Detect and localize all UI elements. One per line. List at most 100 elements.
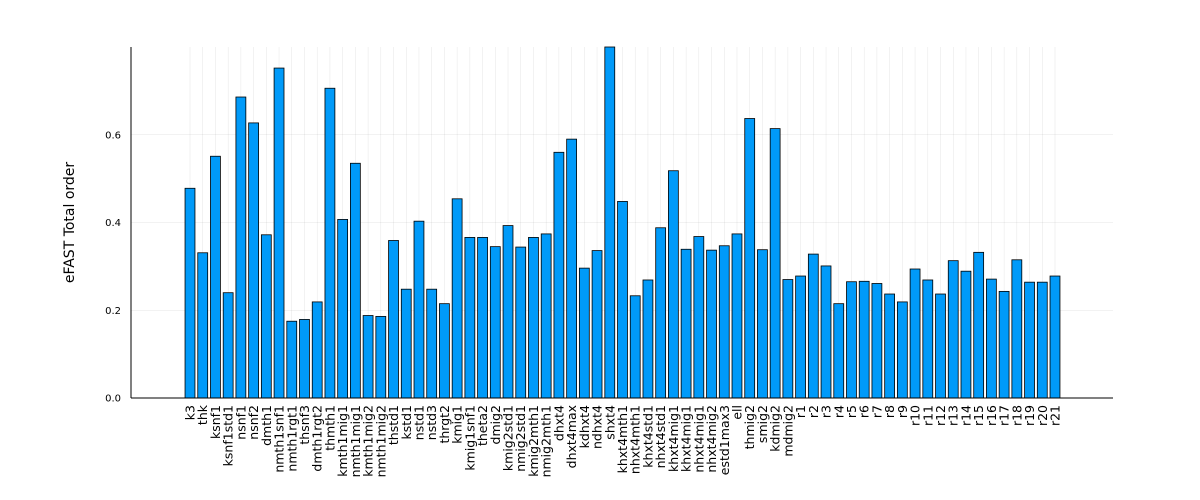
bar-r16 [986, 278, 997, 399]
y-axis-title: eFAST Total order [62, 162, 78, 284]
x-tick-label: nmth1snf1 [272, 405, 287, 473]
x-tick-label: nsnf1 [233, 405, 248, 440]
bar-khxt4mig1 [668, 170, 679, 399]
x-tick-label: r14 [958, 405, 973, 426]
x-tick-label: r12 [933, 405, 948, 426]
y-tick-label: 0.4 [105, 218, 121, 229]
bar-kmth1mig2 [362, 315, 374, 399]
x-tick-label: dmig2 [488, 405, 503, 444]
bar-nstd1 [413, 220, 425, 399]
x-tick-label: r16 [984, 405, 999, 426]
bar-r21 [1049, 275, 1061, 399]
bar-ndhxt4 [591, 250, 603, 399]
x-tick-label: r10 [908, 405, 923, 426]
bar-r6 [858, 280, 870, 399]
x-tick-label: ksnf1std1 [221, 405, 236, 466]
x-tick-label: r1 [793, 405, 808, 418]
bar-nmth1rgt1 [286, 320, 298, 399]
bar-kmig2std1 [502, 225, 514, 399]
x-tick-label: nstd1 [411, 405, 426, 440]
bar-nmth1mig2 [375, 315, 387, 399]
x-tick-label: nmth1mig2 [373, 405, 388, 477]
bar-nmth1mig1 [350, 162, 361, 399]
x-tick-label: r7 [869, 405, 884, 418]
x-tick-label: thk [195, 404, 210, 425]
x-tick-label: mdmig2 [780, 405, 795, 457]
x-tick-label: r13 [946, 405, 961, 426]
y-tick-label: 0.2 [105, 306, 121, 317]
x-tick-label: r21 [1048, 405, 1063, 426]
bar-r7 [871, 283, 883, 399]
x-tick-label: r19 [1022, 405, 1037, 426]
x-tick-label: r6 [857, 405, 872, 418]
x-tick-label: kmig2mth1 [526, 405, 541, 477]
bar-dhxt4 [553, 151, 565, 399]
x-tick-label: thrgt2 [437, 405, 452, 444]
bar-kstd1 [400, 288, 412, 399]
x-tick-label: estd1max3 [717, 405, 732, 475]
x-tick-label: ell [729, 405, 744, 420]
bar-khxt4mth1 [617, 201, 628, 399]
bar-nhxt4std1 [655, 227, 667, 399]
bar-dmth1 [260, 234, 272, 399]
bar-kmig1snf1 [464, 237, 476, 399]
x-tick-label: r9 [895, 405, 910, 418]
bar-theta2 [477, 237, 488, 399]
x-tick-label: ndhxt4 [590, 405, 605, 449]
bar-k3 [184, 187, 196, 399]
x-tick-label: r5 [844, 405, 859, 418]
bar-r2 [807, 253, 819, 399]
bar-ksnf1std1 [222, 292, 234, 399]
x-tick-label: kmig1snf1 [462, 405, 477, 471]
x-tick-label: nmig2mth1 [539, 405, 554, 477]
x-tick-label: r17 [997, 405, 1012, 426]
x-tick-label: r3 [819, 405, 834, 418]
x-tick-label: nhxt4std1 [653, 405, 668, 468]
bar-r10 [909, 268, 921, 399]
bar-nstd3 [426, 288, 438, 399]
x-tick-label: dmth1rgt2 [310, 405, 325, 472]
bar-mdmig2 [782, 279, 794, 399]
bar-kdmig2 [769, 128, 781, 399]
bar-r4 [833, 303, 845, 399]
bar-r13 [947, 260, 959, 399]
bar-dmig2 [489, 246, 501, 399]
x-tick-label: nstd3 [424, 405, 439, 440]
x-tick-label: thmth1 [322, 405, 337, 451]
bar-nhxt4mig2 [706, 249, 717, 399]
x-tick-label: r11 [920, 405, 935, 426]
bar-kmig2mth1 [528, 237, 539, 399]
x-tick-label: r20 [1035, 405, 1050, 426]
bar-r11 [922, 279, 934, 399]
bar-r15 [973, 251, 985, 399]
bar-nsnf2 [248, 122, 259, 399]
bar-nsnf1 [235, 96, 247, 399]
bar-nhxt4mig1 [693, 236, 705, 399]
bar-kdhxt4 [578, 267, 590, 399]
bar-r9 [896, 301, 908, 399]
x-tick-label: thsnf3 [297, 405, 312, 445]
x-tick-label: r2 [806, 405, 821, 418]
bar-dmth1rgt2 [311, 301, 323, 399]
bar-r14 [960, 270, 972, 399]
x-tick-label: nsnf2 [246, 405, 261, 440]
x-tick-label: kmth1mig1 [335, 405, 350, 477]
bar-kmth1mig1 [337, 219, 349, 399]
x-tick-label: kdhxt4 [577, 405, 592, 448]
bar-r20 [1036, 281, 1048, 399]
x-tick-label: thstd1 [386, 405, 401, 445]
x-tick-label: khxt4mig1 [666, 405, 681, 472]
bar-thmth1 [324, 87, 336, 399]
bar-nhxt4mth1 [629, 295, 641, 399]
bar-smig2 [757, 249, 768, 399]
bar-r1 [795, 275, 806, 399]
x-tick-label: nmth1rgt1 [284, 405, 299, 472]
bar-nmig2std1 [515, 246, 527, 399]
x-tick-label: khxt4std1 [640, 405, 655, 468]
y-tick-labels: 0.0 0.2 0.4 0.6 [105, 130, 121, 404]
x-tick-label: khxt4mig1 [679, 405, 694, 472]
x-tick-label: k3 [183, 405, 198, 420]
bar-estd1max3 [718, 245, 730, 399]
x-tick-label: r15 [971, 405, 986, 426]
